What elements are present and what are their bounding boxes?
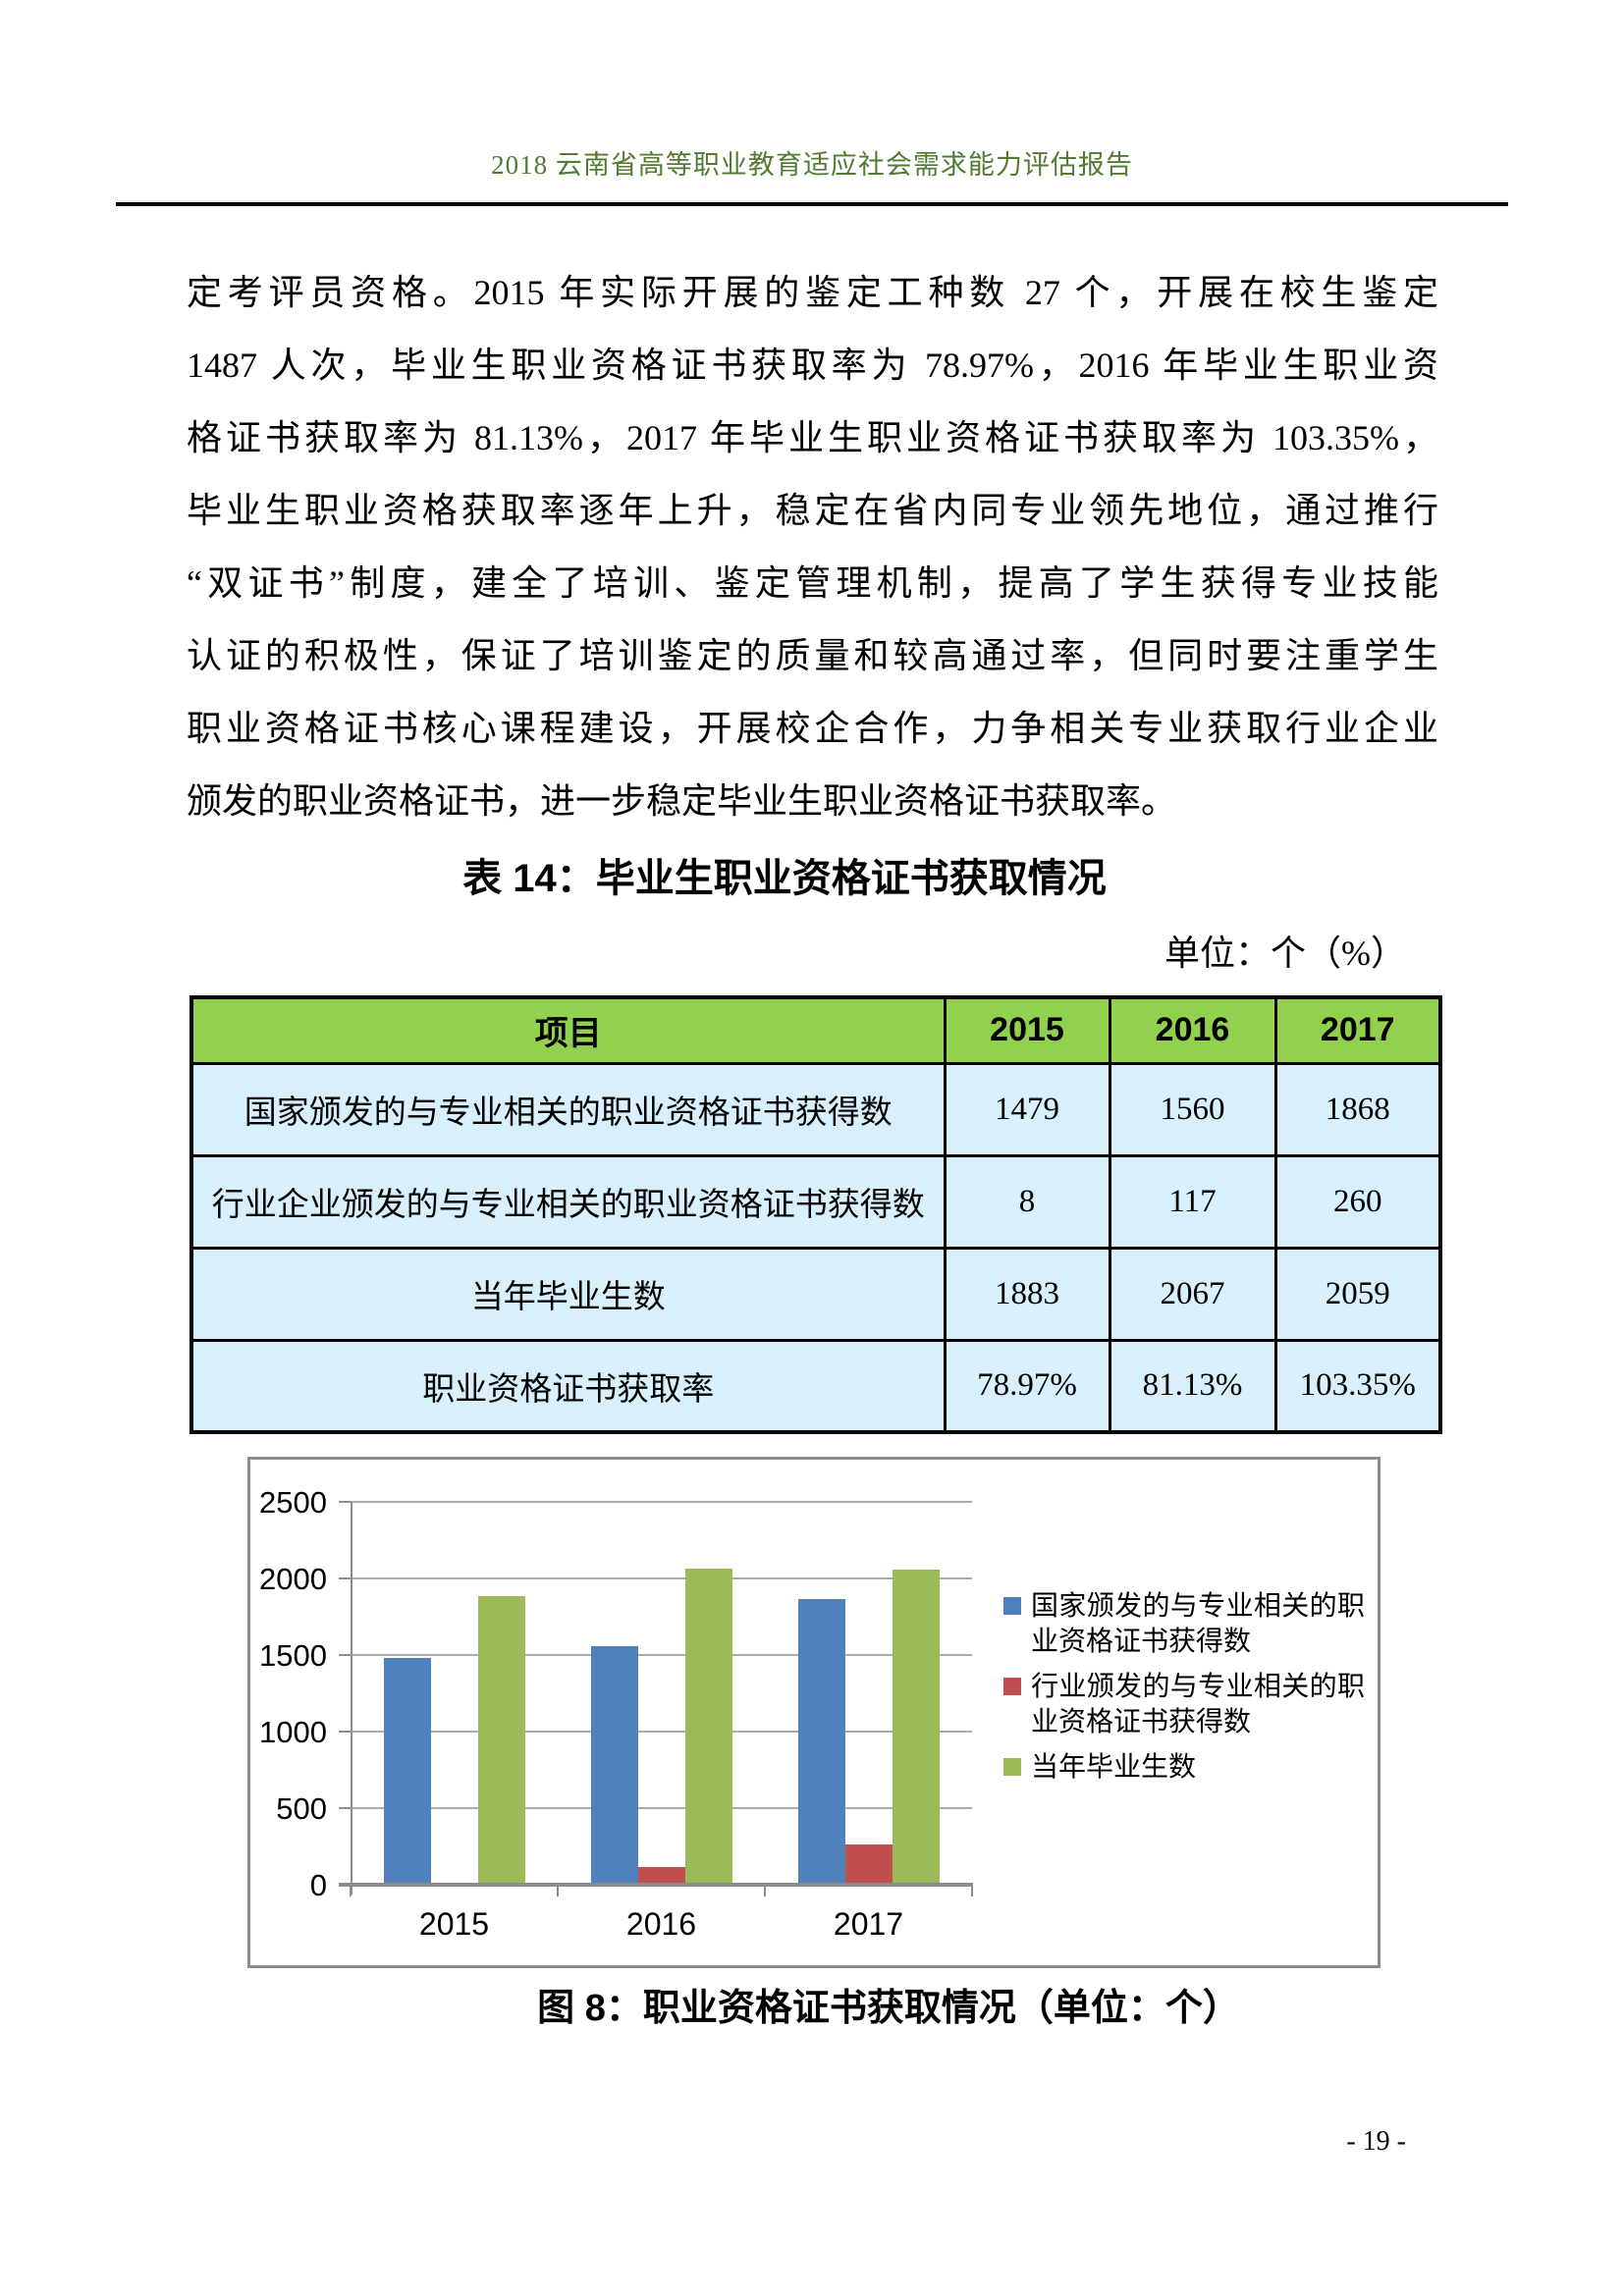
y-axis-tick	[339, 1731, 351, 1733]
header-rule	[116, 202, 1508, 206]
table-column-header: 项目	[189, 995, 947, 1065]
table-cell-value: 260	[1273, 1153, 1442, 1250]
legend-entry: 国家颁发的与专业相关的职业资格证书获得数	[1003, 1589, 1372, 1660]
table-cell-value: 1479	[943, 1061, 1111, 1157]
bar	[892, 1570, 940, 1885]
body-line: 格证书获取率为 81.13%，2017 年毕业生职业资格证书获取率为 103.3…	[187, 418, 1438, 457]
table-title: 表 14：毕业生职业资格证书获取情况	[462, 857, 1107, 900]
y-axis-tick-label: 1000	[259, 1715, 327, 1749]
legend-entry: 行业颁发的与专业相关的职业资格证书获得数	[1003, 1670, 1372, 1740]
bar	[684, 1569, 732, 1885]
table-cell-value: 1560	[1108, 1061, 1277, 1157]
y-axis-tick-label: 2500	[259, 1485, 327, 1520]
legend-swatch-icon	[1003, 1597, 1021, 1615]
results-table-header: 项目 2015 2016 2017	[189, 995, 1442, 1065]
figure-caption: 图 8：职业资格证书获取情况（单位：个）	[537, 1988, 1240, 2029]
results-table-body: 国家颁发的与专业相关的职业资格证书获得数 1479 1560 1868 行业企业颁发的与…	[189, 1061, 1442, 1434]
table-column-header: 2015	[943, 995, 1111, 1065]
y-axis-line	[351, 1502, 352, 1895]
gridline	[351, 1807, 972, 1809]
bar	[797, 1599, 845, 1885]
y-axis-tick-label: 500	[276, 1791, 327, 1826]
unit-note: 单位：个（%）	[1164, 934, 1406, 973]
table-cell-value: 78.97%	[943, 1338, 1111, 1434]
legend-label: 国家颁发的与专业相关的职业资格证书获得数	[1031, 1591, 1365, 1657]
y-axis-tick	[339, 1654, 351, 1656]
y-axis-tick-label: 2000	[259, 1562, 327, 1596]
body-line: 毕业生职业资格获取率逐年上升，稳定在省内同专业领先地位，通过推行	[187, 491, 1438, 530]
table-cell-value: 1868	[1273, 1061, 1442, 1157]
table-cell-value: 2067	[1108, 1246, 1277, 1342]
page-number: - 19 -	[1346, 2126, 1406, 2157]
y-axis-tick	[339, 1807, 351, 1809]
legend-label: 行业颁发的与专业相关的职业资格证书获得数	[1031, 1672, 1365, 1737]
gridline	[351, 1654, 972, 1656]
table-column-header: 2017	[1273, 995, 1442, 1065]
legend-swatch-icon	[1003, 1678, 1021, 1695]
table-cell-value: 103.35%	[1273, 1338, 1442, 1434]
results-table: 项目 2015 2016 2017 国家颁发的与专业相关的职业资格证书获得数 1479 1…	[189, 995, 1442, 1434]
table-row-label: 职业资格证书获取率	[189, 1338, 947, 1434]
x-axis-label: 2017	[833, 1906, 904, 1942]
bar	[844, 1844, 893, 1885]
body-line: 1487 人次，毕业生职业资格证书获取率为 78.97%，2016 年毕业生职业…	[187, 346, 1438, 385]
gridline	[351, 1501, 972, 1503]
bar	[590, 1646, 638, 1885]
legend-label: 当年毕业生数	[1031, 1752, 1197, 1783]
table-row: 行业企业颁发的与专业相关的职业资格证书获得数 8 117 260	[189, 1153, 1442, 1250]
table-row-label: 当年毕业生数	[189, 1246, 947, 1342]
bar	[383, 1658, 431, 1885]
gridline	[351, 1731, 972, 1733]
body-line: 认证的积极性，保证了培训鉴定的质量和较高通过率，但同时要注重学生	[187, 636, 1438, 675]
x-axis-label: 2016	[625, 1906, 697, 1942]
body-line: “双证书”制度，建全了培训、鉴定管理机制，提高了学生获得专业技能	[187, 563, 1438, 603]
table-row: 国家颁发的与专业相关的职业资格证书获得数 1479 1560 1868	[189, 1061, 1442, 1157]
table-column-header: 2016	[1108, 995, 1277, 1065]
x-axis-tick	[971, 1887, 973, 1896]
table-cell-value: 2059	[1273, 1246, 1442, 1342]
gridline	[351, 1577, 972, 1579]
body-line: 颁发的职业资格证书，进一步稳定毕业生职业资格证书获取率。	[187, 781, 1177, 821]
body-line: 定考评员资格。2015 年实际开展的鉴定工种数 27 个，开展在校生鉴定	[187, 273, 1438, 312]
bar	[637, 1867, 685, 1885]
x-axis-tick	[557, 1887, 559, 1896]
table-row: 当年毕业生数 1883 2067 2059	[189, 1246, 1442, 1342]
y-axis-tick-label: 0	[309, 1868, 327, 1902]
legend-entry: 当年毕业生数	[1003, 1750, 1372, 1786]
body-line: 职业资格证书核心课程建设，开展校企合作，力争相关专业获取行业企业	[187, 709, 1438, 748]
table-cell-value: 1883	[943, 1246, 1111, 1342]
x-axis-label: 2015	[418, 1906, 490, 1942]
x-axis-tick	[764, 1887, 766, 1896]
page-header-title: 2018 云南省高等职业教育适应社会需求能力评估报告	[491, 150, 1133, 180]
body-paragraph: 定考评员资格。2015 年实际开展的鉴定工种数 27 个，开展在校生鉴定 148…	[187, 256, 1438, 837]
legend-swatch-icon	[1003, 1758, 1021, 1776]
chart-legend: 国家颁发的与专业相关的职业资格证书获得数 行业颁发的与专业相关的职业资格证书获得数…	[1003, 1589, 1372, 1795]
table-row: 职业资格证书获取率 78.97% 81.13% 103.35%	[189, 1338, 1442, 1434]
table-row-label: 国家颁发的与专业相关的职业资格证书获得数	[189, 1061, 947, 1157]
x-axis-line	[339, 1883, 973, 1887]
y-axis-tick-label: 1500	[259, 1638, 327, 1673]
table-cell-value: 81.13%	[1108, 1338, 1277, 1434]
y-axis-tick	[339, 1577, 351, 1579]
y-axis-tick	[339, 1501, 351, 1503]
table-row-label: 行业企业颁发的与专业相关的职业资格证书获得数	[189, 1153, 947, 1250]
bar	[477, 1596, 525, 1885]
chart-figure: 国家颁发的与专业相关的职业资格证书获得数 行业颁发的与专业相关的职业资格证书获得数…	[247, 1457, 1380, 1968]
table-cell-value: 117	[1108, 1153, 1277, 1250]
table-cell-value: 8	[943, 1153, 1111, 1250]
